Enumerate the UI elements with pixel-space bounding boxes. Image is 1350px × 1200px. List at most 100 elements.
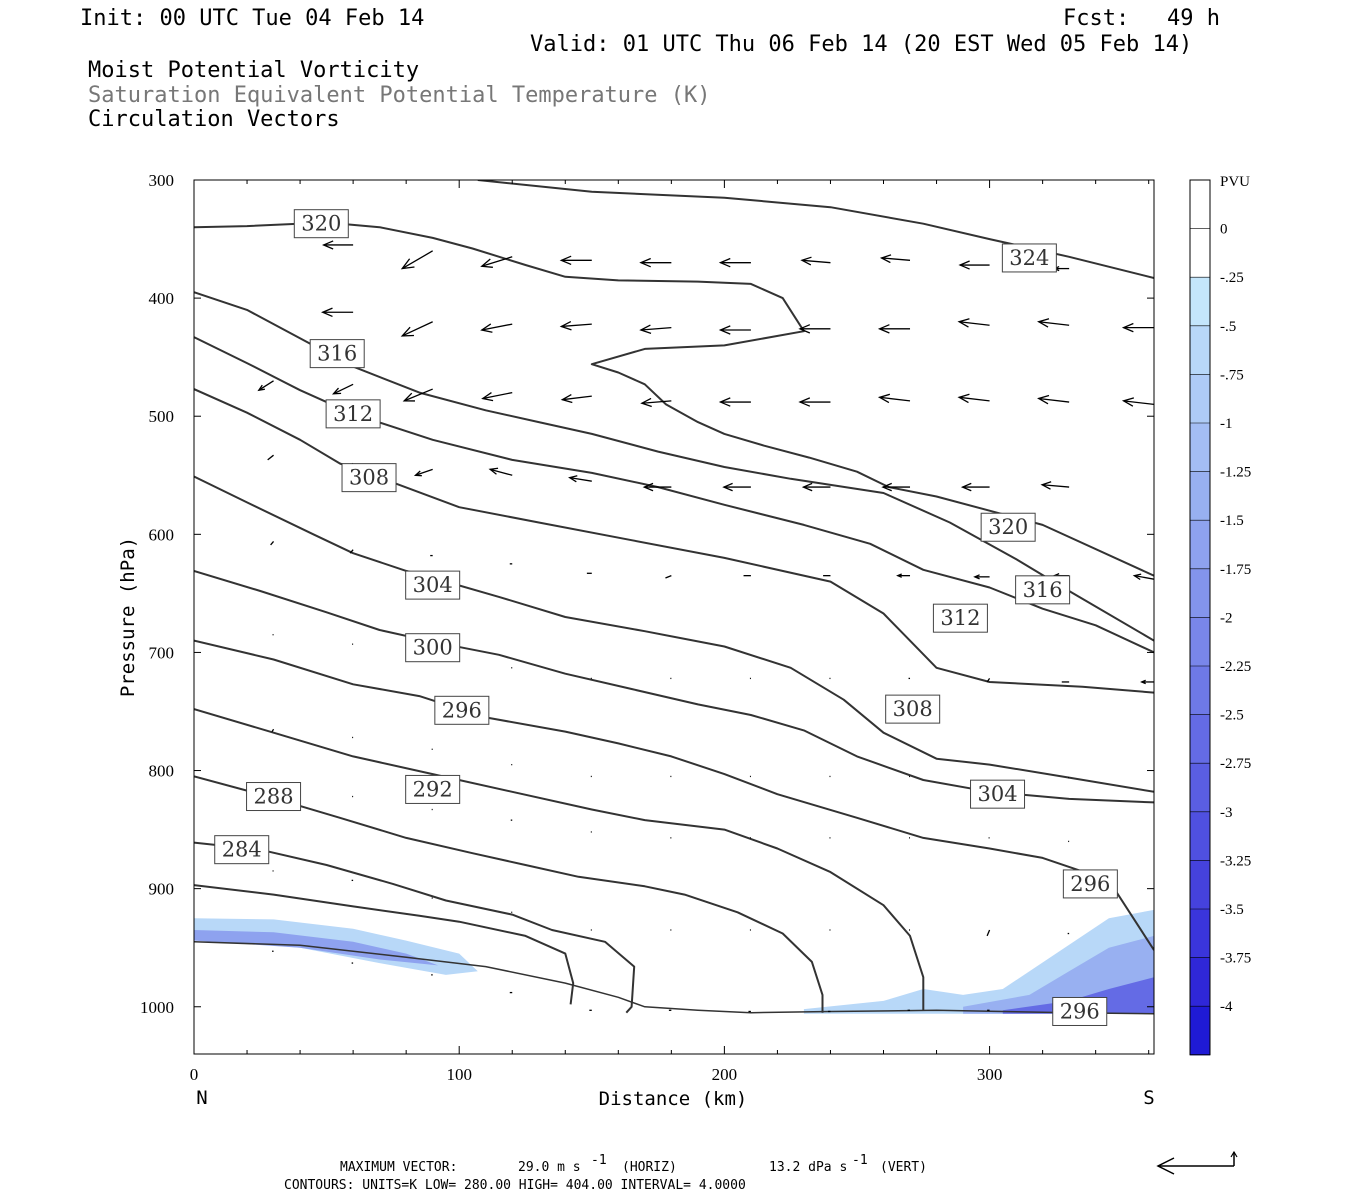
- circulation-vector: [400, 250, 434, 270]
- theta-contour-308: [194, 388, 1154, 694]
- circulation-vector: [800, 256, 831, 266]
- circulation-vector: [400, 321, 433, 337]
- forecast-hour-value: 49 h: [1167, 6, 1220, 31]
- circulation-vector: [986, 929, 991, 937]
- circulation-vector: [1121, 322, 1154, 333]
- contour-label: 320: [293, 209, 349, 239]
- y-tick-label: 400: [149, 289, 175, 308]
- circulation-vector: [1121, 397, 1154, 407]
- colorbar-swatch: [1190, 1006, 1210, 1056]
- colorbar-label: -3.25: [1220, 853, 1251, 869]
- contour-label: 296: [1052, 996, 1108, 1026]
- circulation-vector: [1037, 318, 1070, 328]
- circulation-vector: [271, 728, 275, 732]
- north-end-label: N: [196, 1087, 207, 1109]
- circulation-vector: [639, 257, 672, 268]
- circulation-vector: [559, 320, 592, 331]
- colorbar-swatch: [1190, 325, 1210, 375]
- colorbar-label: -1.25: [1220, 465, 1251, 481]
- y-axis: 300 400 500 600 700 800 900 1000: [140, 171, 1154, 1017]
- forecast-hour-label: Fcst:: [1063, 6, 1129, 31]
- contour-label: 308: [341, 463, 397, 493]
- circulation-vector: [165, 241, 194, 249]
- colorbar-label: -2.75: [1220, 756, 1251, 772]
- circulation-vector: [1037, 394, 1070, 405]
- circulation-vector: [722, 482, 751, 492]
- colorbar-label: -2: [1220, 610, 1233, 626]
- theta-contour-280: [194, 884, 575, 1005]
- colorbar-swatch: [1190, 666, 1210, 716]
- circulation-vector: [349, 549, 354, 554]
- colorbar-label: -3.75: [1220, 951, 1251, 967]
- colorbar-swatch: [1190, 423, 1210, 473]
- svg-text:296: 296: [1060, 999, 1100, 1023]
- circulation-vector: [960, 482, 990, 492]
- colorbar-label: -3: [1220, 805, 1233, 821]
- svg-text:308: 308: [349, 466, 389, 490]
- circulation-vector: [559, 255, 592, 266]
- colorbar-swatch: [1190, 374, 1210, 424]
- plot-area: [194, 180, 1154, 1054]
- ground-surface-line: [194, 941, 1154, 1015]
- contour-label: 288: [246, 782, 302, 812]
- svg-text:316: 316: [1023, 578, 1063, 602]
- colorbar-swatch: [1190, 568, 1210, 618]
- circulation-vector: [718, 257, 751, 268]
- circulation-vector: [481, 391, 513, 402]
- colorbar-label: -3.5: [1220, 902, 1244, 918]
- svg-text:304: 304: [977, 782, 1017, 806]
- colorbar-swatch: [1190, 714, 1210, 764]
- colorbar-label: -4: [1220, 999, 1233, 1015]
- circulation-vector: [881, 482, 911, 492]
- colorbar-label: -1: [1220, 416, 1233, 432]
- colorbar-label: -2.25: [1220, 659, 1251, 675]
- contour-label: 312: [932, 603, 988, 633]
- y-tick-label: 500: [149, 407, 175, 426]
- circulation-vector: [321, 240, 354, 250]
- y-tick-label: 300: [149, 171, 175, 190]
- circulation-vector: [413, 468, 433, 477]
- theta-contour-296: [194, 639, 1154, 951]
- colorbar-swatch: [1190, 520, 1210, 570]
- circulation-vector: [267, 454, 274, 461]
- circulation-vector: [958, 260, 990, 270]
- colorbar-swatch: [1190, 180, 1210, 230]
- valid-time: Valid: 01 UTC Thu 06 Feb 14 (20 EST Wed …: [530, 32, 1192, 57]
- pv-shade-region: [1002, 977, 1154, 1014]
- y-tick-label: 900: [149, 880, 175, 899]
- max-vector-label: MAXIMUM VECTOR:: [340, 1160, 457, 1175]
- init-time: Init: 00 UTC Tue 04 Feb 14: [80, 6, 424, 31]
- max-vector-horiz-exp: -1: [591, 1153, 607, 1168]
- circulation-vector: [331, 383, 354, 395]
- contour-label: 300: [405, 633, 461, 663]
- circulation-vector: [642, 482, 672, 492]
- max-vector-vert: 13.2 dPa s: [769, 1160, 847, 1175]
- svg-text:284: 284: [222, 838, 262, 862]
- circulation-vector: [560, 393, 592, 404]
- colorbar-label: -.5: [1220, 319, 1236, 335]
- contour-label: 320: [980, 512, 1036, 542]
- contour-info: CONTOURS: UNITS=K LOW= 280.00 HIGH= 404.…: [284, 1178, 746, 1193]
- svg-text:296: 296: [1070, 872, 1110, 896]
- x-tick-label: 200: [712, 1065, 738, 1084]
- colorbar-label: -.75: [1220, 367, 1244, 383]
- circulation-vector: [896, 573, 911, 578]
- svg-text:312: 312: [333, 402, 373, 426]
- reference-vector-icon: [1156, 1150, 1238, 1175]
- svg-text:300: 300: [413, 636, 453, 660]
- max-vector-horiz-tag: (HORIZ): [622, 1160, 677, 1175]
- theta-contour-288: [194, 775, 824, 1013]
- max-vector-horiz: 29.0 m s: [518, 1160, 581, 1175]
- svg-text:312: 312: [940, 606, 980, 630]
- contour-label: 284: [214, 835, 270, 865]
- circulation-vector: [957, 393, 990, 404]
- circulation-vector: [639, 324, 672, 335]
- south-end-label: S: [1143, 1087, 1154, 1109]
- colorbar-swatch: [1190, 860, 1210, 910]
- colorbar-label: 0: [1220, 222, 1228, 238]
- y-tick-label: 1000: [140, 998, 174, 1017]
- svg-text:320: 320: [301, 212, 341, 236]
- circulation-vector: [986, 678, 991, 683]
- colorbar-swatch: [1190, 957, 1210, 1007]
